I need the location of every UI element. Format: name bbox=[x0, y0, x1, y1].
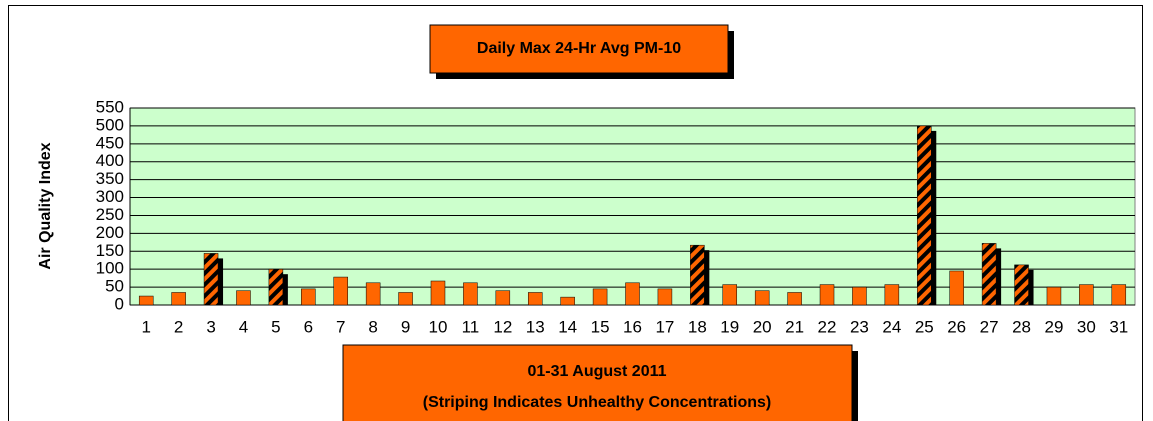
y-axis-label: Air Quality Index bbox=[37, 142, 54, 269]
x-tick-label: 28 bbox=[1012, 317, 1031, 336]
bar bbox=[852, 286, 867, 306]
y-tick-label: 300 bbox=[96, 187, 124, 206]
bar bbox=[495, 290, 511, 306]
y-tick-label: 100 bbox=[96, 259, 124, 278]
title-box bbox=[429, 24, 729, 74]
y-tick-label: 200 bbox=[96, 223, 124, 242]
x-axis-label: 01-31 August 2011 bbox=[527, 363, 666, 380]
x-tick-label: 16 bbox=[623, 317, 642, 336]
bar bbox=[301, 288, 316, 306]
bar bbox=[1111, 284, 1127, 306]
bar bbox=[236, 290, 251, 306]
x-tick-label: 10 bbox=[429, 317, 448, 336]
bar bbox=[365, 282, 381, 306]
plot-area bbox=[129, 107, 1136, 306]
x-tick-label: 21 bbox=[785, 317, 804, 336]
bar bbox=[657, 288, 673, 306]
x-tick-label: 25 bbox=[915, 317, 934, 336]
bar bbox=[430, 280, 446, 306]
x-tick-label: 23 bbox=[850, 317, 869, 336]
x-tick-label: 2 bbox=[174, 317, 183, 336]
bar bbox=[560, 296, 575, 306]
bar bbox=[981, 243, 997, 306]
bar bbox=[592, 288, 608, 306]
y-tick-label: 0 bbox=[115, 294, 124, 313]
x-tick-label: 30 bbox=[1077, 317, 1096, 336]
x-tick-label: 31 bbox=[1109, 317, 1128, 336]
x-tick-label: 11 bbox=[462, 317, 480, 336]
bar bbox=[917, 125, 932, 306]
x-tick-label: 12 bbox=[493, 317, 512, 336]
y-tick-label: 400 bbox=[96, 151, 124, 170]
bar bbox=[138, 295, 154, 306]
bar bbox=[787, 292, 802, 306]
bar bbox=[333, 276, 348, 306]
x-tick-label: 6 bbox=[304, 317, 313, 336]
bar bbox=[690, 244, 705, 306]
bar bbox=[268, 268, 284, 306]
x-tick-label: 26 bbox=[947, 317, 966, 336]
x-tick-label: 5 bbox=[271, 317, 280, 336]
x-tick-label: 3 bbox=[206, 317, 215, 336]
x-tick-label: 15 bbox=[591, 317, 610, 336]
x-tick-label: 4 bbox=[239, 317, 248, 336]
bar bbox=[1079, 284, 1094, 306]
y-tick-label: 150 bbox=[96, 241, 124, 260]
y-tick-label: 500 bbox=[96, 115, 124, 134]
bar bbox=[171, 292, 186, 306]
x-tick-label: 13 bbox=[526, 317, 545, 336]
bar bbox=[463, 282, 478, 306]
bar bbox=[754, 290, 770, 306]
bar bbox=[1046, 286, 1062, 306]
y-tick-label: 350 bbox=[96, 169, 124, 188]
bar bbox=[203, 253, 219, 306]
bar bbox=[625, 282, 640, 306]
x-tick-label: 9 bbox=[401, 317, 410, 336]
x-tick-label: 19 bbox=[720, 317, 739, 336]
y-tick-label: 250 bbox=[96, 205, 124, 224]
bar bbox=[398, 292, 413, 306]
x-tick-label: 27 bbox=[980, 317, 999, 336]
y-tick-label: 50 bbox=[105, 277, 124, 296]
bar bbox=[1014, 264, 1029, 306]
x-tick-label: 8 bbox=[368, 317, 377, 336]
x-tick-label: 22 bbox=[818, 317, 837, 336]
x-axis-label: (Striping Indicates Unhealthy Concentrat… bbox=[423, 394, 771, 411]
x-label-box bbox=[342, 344, 853, 421]
chart-title: Daily Max 24-Hr Avg PM-10 bbox=[477, 40, 681, 57]
x-tick-label: 20 bbox=[753, 317, 772, 336]
x-tick-label: 18 bbox=[688, 317, 707, 336]
y-tick-label: 450 bbox=[96, 133, 124, 152]
bar bbox=[819, 284, 835, 306]
bar bbox=[527, 292, 543, 306]
x-tick-label: 24 bbox=[882, 317, 901, 336]
x-tick-label: 14 bbox=[558, 317, 577, 336]
x-tick-label: 29 bbox=[1044, 317, 1063, 336]
bar bbox=[949, 270, 964, 306]
x-tick-label: 1 bbox=[141, 317, 150, 336]
bar bbox=[884, 284, 900, 306]
bar bbox=[722, 284, 738, 306]
y-tick-label: 550 bbox=[96, 97, 124, 116]
x-tick-label: 7 bbox=[336, 317, 345, 336]
x-tick-label: 17 bbox=[655, 317, 674, 336]
